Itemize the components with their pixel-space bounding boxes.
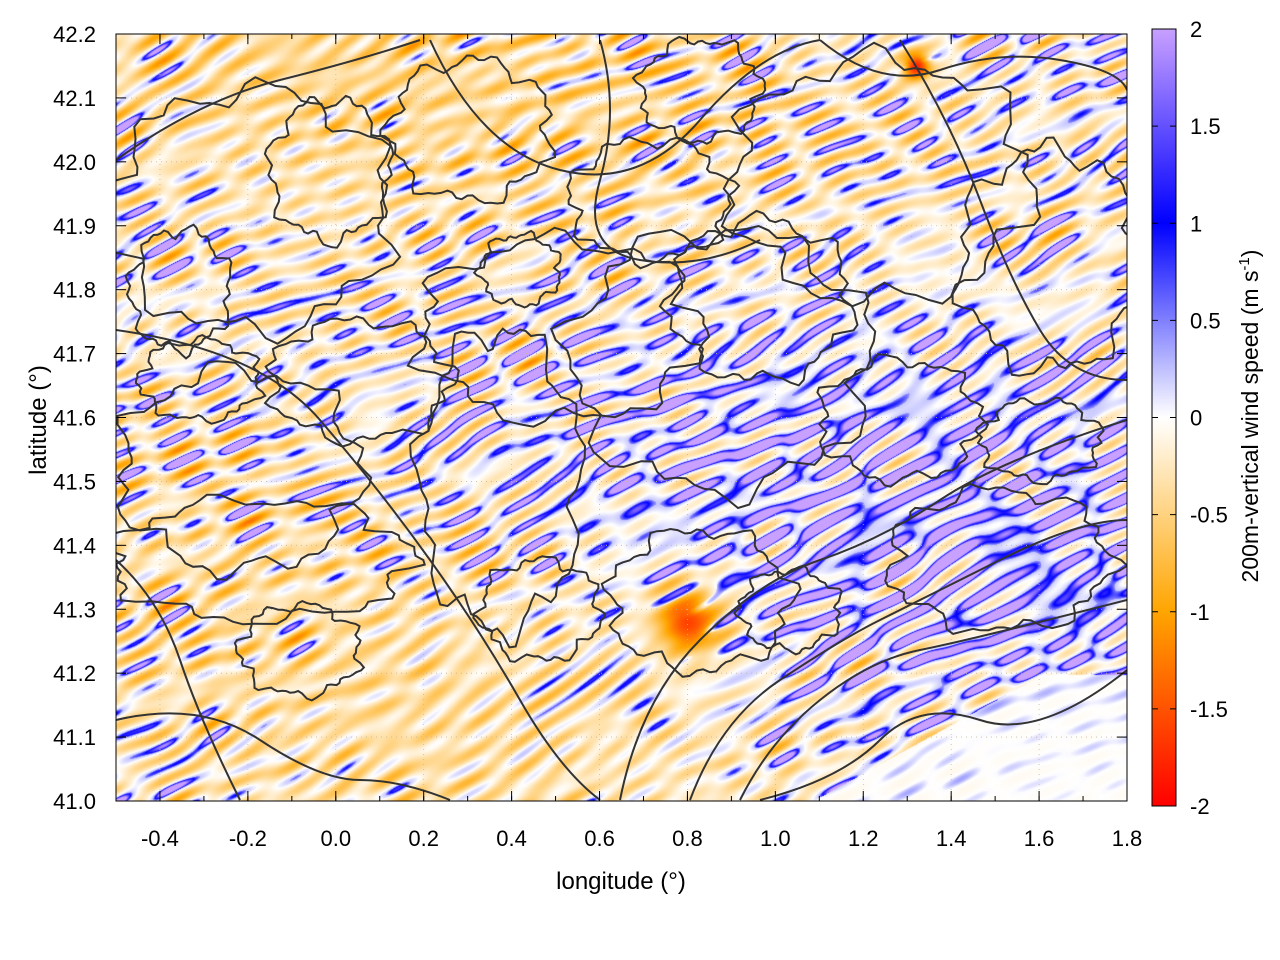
x-tick-label: 1.2 [848,826,879,851]
contour-line [631,35,767,145]
y-tick-label: 42.1 [53,86,96,111]
contour-line [472,229,562,309]
x-tick-label: 1.0 [760,826,791,851]
y-tick-label: 41.0 [53,789,96,814]
x-axis: -0.4 -0.2 0.0 0.2 0.4 0.6 0.8 1.0 1.2 1.4 1.6 1.8 [115,34,1143,851]
contour-line [951,136,1127,377]
y-tick-label: 41.2 [53,661,96,686]
contour-line [124,223,233,360]
contour-line [134,334,267,425]
contour-line [816,353,990,488]
contour-line [233,599,366,702]
elevation-contours [116,35,1127,801]
contour-line [884,482,1127,635]
y-axis: 41.0 41.1 41.2 41.3 41.4 41.5 41.6 41.7 41.8 41.9… [53,22,1127,814]
contour-line [759,669,1127,801]
colorbar-tick-label: 1.5 [1190,114,1221,139]
contour-line [472,555,607,663]
y-tick-label: 41.5 [53,469,96,494]
contour-line [116,329,601,801]
contour-line [594,39,761,264]
colorbar-tick-label: 1 [1190,211,1202,236]
x-tick-label: 1.4 [936,826,967,851]
x-tick-label: 1.8 [1112,826,1143,851]
colorbar-tick-label: 0 [1190,406,1202,431]
contour-line [116,559,241,801]
x-tick-label: 0.2 [408,826,439,851]
contour-line [974,396,1105,486]
colorbar-ticks: 2 1.5 1 0.5 0 -0.5 -1 -1.5 -2 [1152,17,1228,819]
y-tick-label: 41.8 [53,278,96,303]
y-tick-label: 42.2 [53,22,96,47]
x-tick-label: 0.4 [496,826,527,851]
contour-line [116,493,426,626]
contour-line [409,327,587,649]
contour-line [116,360,373,581]
contour-line [819,39,1127,91]
contour-line [733,564,843,656]
colorbar-tick-label: -0.5 [1190,503,1228,528]
x-tick-label: -0.2 [229,826,267,851]
y-tick-label: 41.9 [53,214,96,239]
contour-line [689,519,1127,801]
colorbar-tick-label: -1 [1190,600,1210,625]
contour-line [658,209,859,387]
contour-line [566,135,741,270]
colorbar-tick-label: -2 [1190,794,1210,819]
x-tick-label: -0.4 [141,826,179,851]
contour-line [379,54,557,205]
contour-line [263,94,395,249]
contour-line [116,712,451,801]
colorbar-tick-label: 2 [1190,17,1202,42]
y-tick-label: 41.4 [53,533,96,558]
y-tick-label: 42.0 [53,150,96,175]
contour-line [600,527,802,678]
y-axis-label: latitude (°) [25,365,52,475]
x-tick-label: 0.6 [584,826,615,851]
x-tick-label: 0.8 [672,826,703,851]
y-tick-label: 41.3 [53,597,96,622]
x-axis-label: longitude (°) [556,868,686,895]
y-tick-label: 41.1 [53,725,96,750]
colorbar-tick-label: -1.5 [1190,697,1228,722]
colorbar-label: 200m-vertical wind speed (m s-1) [1236,250,1263,583]
y-tick-label: 41.7 [53,342,96,367]
contour-line [429,39,821,176]
x-tick-label: 1.6 [1024,826,1055,851]
contour-line [899,39,1127,381]
contour-line [116,39,421,161]
contour-line [263,315,460,448]
y-tick-label: 41.6 [53,406,96,431]
x-tick-label: 0.0 [320,826,351,851]
contour-line [619,419,1127,801]
contour-line [739,599,1127,801]
colorbar-tick-label: 0.5 [1190,308,1221,333]
